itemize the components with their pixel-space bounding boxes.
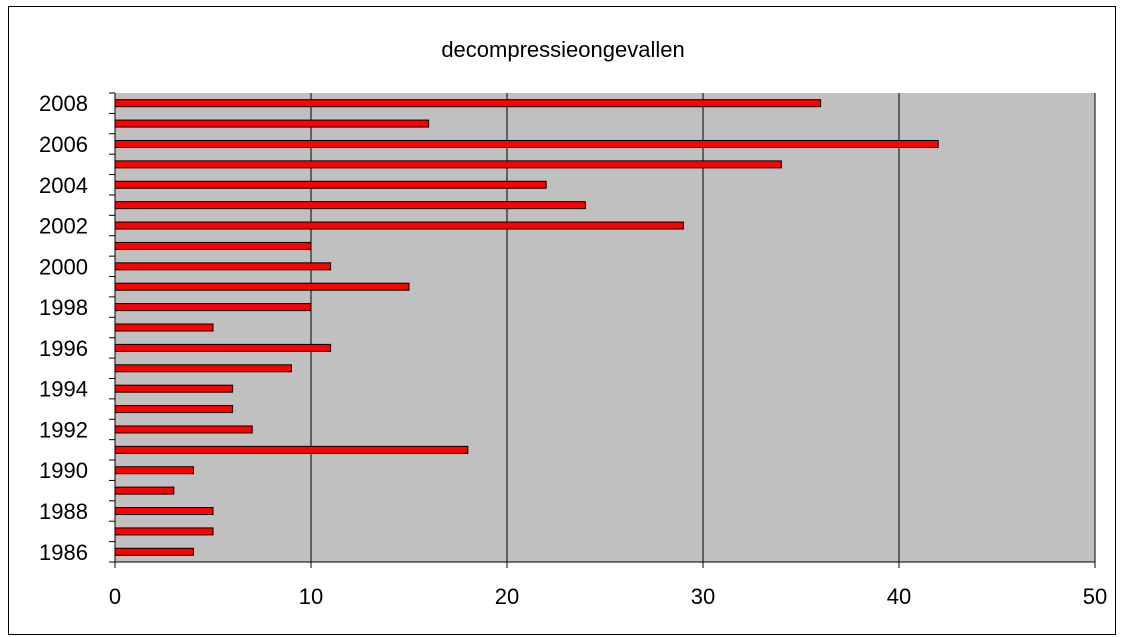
axes	[109, 92, 1096, 568]
x-tick-label: 20	[495, 584, 519, 609]
bar-1994	[114, 384, 234, 393]
bars	[114, 99, 939, 556]
bar-2003	[114, 201, 586, 210]
bar-2001	[114, 241, 312, 250]
chart-title: decompressieongevallen	[441, 37, 685, 62]
x-tick-label: 0	[109, 584, 121, 609]
x-tick-label: 10	[299, 584, 323, 609]
gridlines	[310, 93, 1096, 562]
y-tick-label: 1986	[39, 540, 88, 565]
bar-1991	[114, 445, 469, 454]
bar-1990	[114, 466, 194, 475]
y-tick-label: 1994	[39, 377, 88, 402]
y-tick-label: 2008	[39, 91, 88, 116]
bar-1998	[114, 303, 312, 312]
bar-1997	[114, 323, 214, 332]
y-tick-label: 1996	[39, 336, 88, 361]
bar-2007	[114, 119, 430, 128]
bar-1996	[114, 343, 332, 352]
bar-2005	[114, 160, 782, 169]
bar-2008	[114, 99, 822, 108]
bar-1987	[114, 527, 214, 536]
y-tick-label: 2000	[39, 254, 88, 279]
y-tick-label: 1998	[39, 295, 88, 320]
y-tick-label: 1992	[39, 417, 88, 442]
bar-1993	[114, 405, 234, 414]
bar-1992	[114, 425, 253, 434]
bar-1986	[114, 547, 194, 556]
y-tick-labels: 1986 1988 1990 1992 1994 1996 1998 2000 2002 2004…	[39, 91, 88, 565]
y-tick-label: 1990	[39, 458, 88, 483]
bar-1988	[114, 507, 214, 516]
bar-2000	[114, 262, 332, 271]
bar-2004	[114, 180, 547, 189]
bar-1995	[114, 364, 292, 373]
bar-2006	[114, 139, 939, 148]
y-tick-label: 2004	[39, 173, 88, 198]
bar-2002	[114, 221, 684, 230]
plot-area	[115, 93, 1095, 562]
y-tick-label: 1988	[39, 499, 88, 524]
x-tick-label: 40	[887, 584, 911, 609]
bar-1999	[114, 282, 410, 291]
x-tick-label: 50	[1083, 584, 1107, 609]
x-tick-labels: 0 10 20 30 40 50	[109, 584, 1107, 609]
y-tick-label: 2002	[39, 214, 88, 239]
bar-1989	[114, 486, 175, 495]
x-tick-label: 30	[691, 584, 715, 609]
y-tick-label: 2006	[39, 132, 88, 157]
